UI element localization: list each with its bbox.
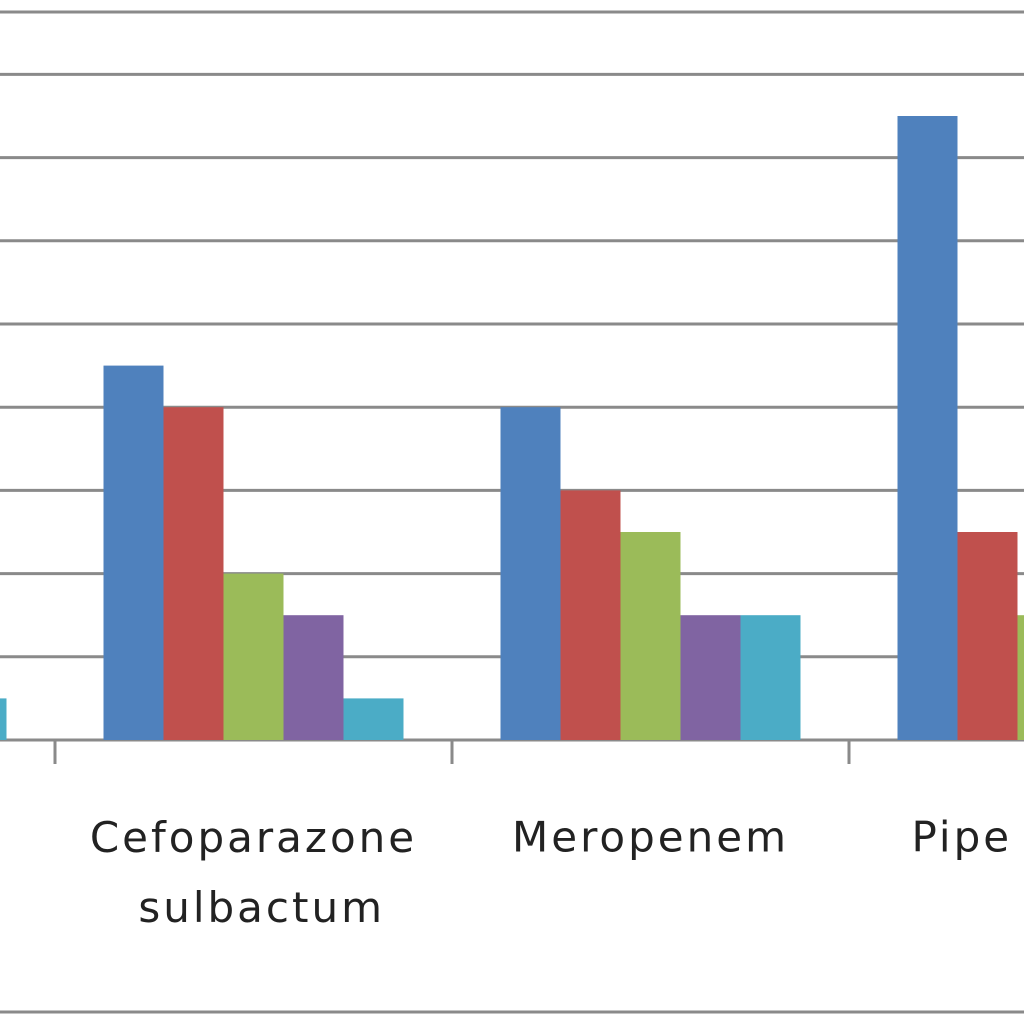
- bar: [500, 407, 561, 740]
- x-tick-label: Meropenem: [512, 813, 789, 862]
- bar: [0, 698, 7, 740]
- bar: [103, 365, 164, 740]
- x-tick-label: Pipe: [912, 813, 1013, 862]
- bar: [223, 573, 284, 740]
- bar: [680, 615, 741, 740]
- bar: [283, 615, 344, 740]
- bar: [343, 698, 404, 740]
- label-line: sulbactum: [122, 883, 385, 932]
- bar: [560, 490, 621, 740]
- x-tick-label: Cefoparazone sulbactum: [90, 813, 417, 932]
- bar: [740, 615, 801, 740]
- bar: [163, 407, 224, 740]
- bar: [1017, 615, 1024, 740]
- label-line: Cefoparazone: [90, 813, 417, 862]
- bar: [957, 532, 1018, 740]
- bar: [620, 532, 681, 740]
- bar: [897, 116, 958, 740]
